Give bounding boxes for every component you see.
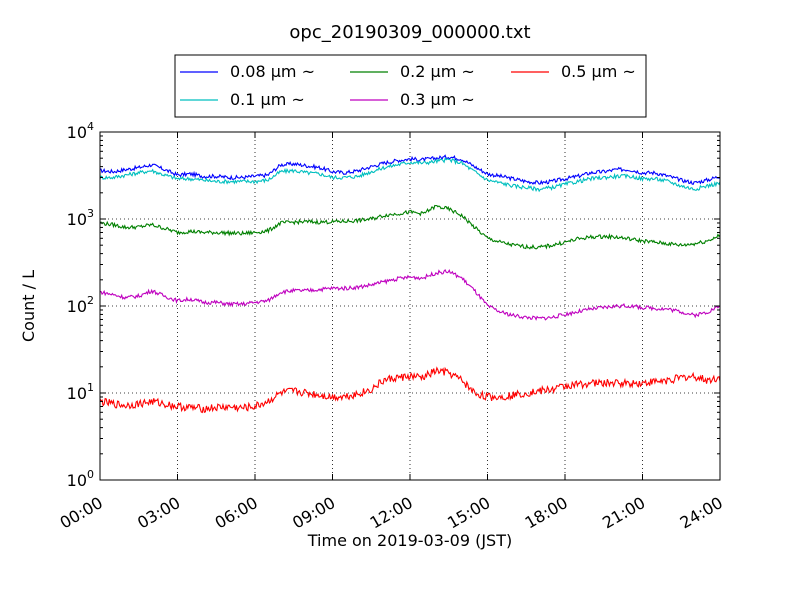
series-line [99,154,721,186]
series-line [99,366,721,414]
y-tick-label: 102 [67,294,94,316]
x-tick-label: 09:00 [289,493,338,533]
x-tick-label: 06:00 [212,493,261,533]
x-tick-label: 21:00 [599,493,648,533]
x-tick-label: 15:00 [444,493,493,533]
y-tick-label: 100 [67,468,94,490]
legend-label: 0.2 μm ~ [400,62,475,81]
x-axis-ticks: 00:00 03:00 06:00 09:00 12:00 15:00 18:00 21:00… [57,132,726,533]
y-tick-label: 101 [67,381,94,403]
series-line [99,268,721,321]
legend-box [174,54,647,118]
legend-label: 0.08 μm ~ [230,62,315,81]
legend-label: 0.5 μm ~ [561,62,636,81]
legend-label: 0.3 μm ~ [400,90,475,109]
y-tick-label: 103 [67,207,94,229]
series-line [99,157,721,193]
y-axis-label: Count / L [19,270,38,342]
y-tick-label: 104 [67,120,94,142]
x-tick-label: 12:00 [367,493,416,533]
legend-label: 0.1 μm ~ [230,90,305,109]
chart-title: opc_20190309_000000.txt [289,22,530,43]
x-tick-label: 03:00 [134,493,183,533]
x-tick-label: 24:00 [677,493,726,533]
series-group [99,154,721,414]
legend: 0.08 μm ~ 0.1 μm ~ 0.2 μm ~ 0.3 μm ~ 0.5 μm … [174,54,647,118]
y-axis-ticks: 100 101 102 103 104 [67,120,720,490]
series-line [99,204,721,250]
grid-lines [100,132,720,480]
x-axis-label: Time on 2019-03-09 (JST) [307,531,512,550]
x-tick-label: 00:00 [57,493,106,533]
x-tick-label: 18:00 [522,493,571,533]
